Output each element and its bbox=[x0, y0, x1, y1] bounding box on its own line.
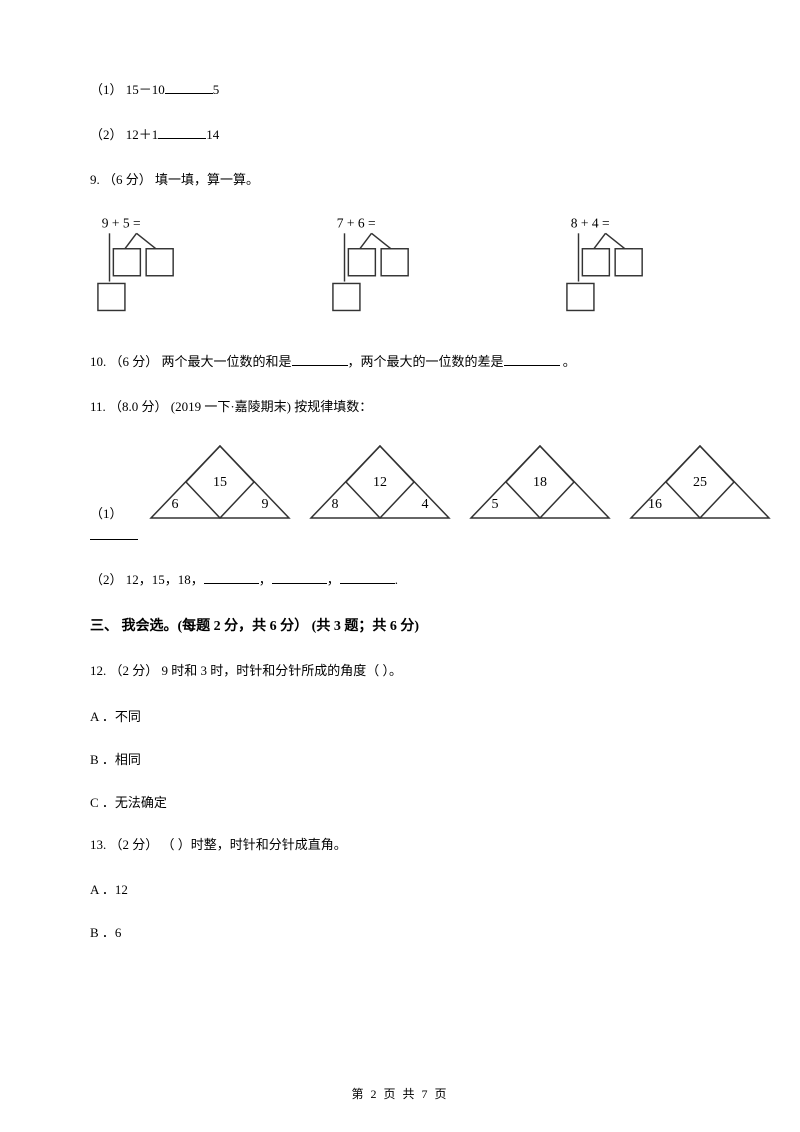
blank bbox=[292, 352, 348, 366]
sep: ， bbox=[327, 572, 340, 587]
triangle-diagram-2: 8 12 4 bbox=[309, 442, 451, 522]
sep: ， bbox=[259, 572, 272, 587]
tri-left: 5 bbox=[491, 497, 498, 512]
q10-text: 10. （6 分） 两个最大一位数的和是 ，两个最大的一位数的差是 。 bbox=[90, 352, 710, 373]
triangle-row: （1） 6 15 9 8 12 4 5 18 16 25 bbox=[90, 442, 710, 522]
q13-option-a: A ．12 bbox=[90, 879, 710, 898]
blank bbox=[90, 526, 138, 540]
q10-pre: 10. （6 分） 两个最大一位数的和是 bbox=[90, 354, 292, 369]
q11-sub1-label: （1） bbox=[90, 503, 123, 522]
tri-center: 18 bbox=[533, 475, 547, 490]
q-sub-2-label: （2） 12＋1 bbox=[90, 127, 158, 142]
triangle-diagram-3: 5 18 bbox=[469, 442, 611, 522]
decomp-expr: 7 + 6 = bbox=[336, 216, 375, 231]
tri-center: 12 bbox=[373, 475, 387, 490]
blank bbox=[272, 570, 327, 584]
tri-center: 25 bbox=[693, 475, 707, 490]
decomp-expr: 9 + 5 = bbox=[102, 216, 141, 231]
triangle-diagram-4: 16 25 bbox=[629, 442, 771, 522]
decomp-row: 9 + 5 = 7 + 6 = 8 + 4 = bbox=[96, 214, 710, 324]
q-sub-2-rhs: 14 bbox=[206, 127, 219, 142]
q11-sub2: （2） 12，15，18， ， ，. bbox=[90, 570, 710, 591]
q-sub-2: （2） 12＋1 14 bbox=[90, 125, 710, 146]
q-sub-1-label: （1） 15－10 bbox=[90, 82, 165, 97]
tri-left: 8 bbox=[331, 497, 338, 512]
q10-mid: ，两个最大的一位数的差是 bbox=[348, 354, 504, 369]
q12-text: 12. （2 分） 9 时和 3 时，时针和分针所成的角度（ ）。 bbox=[90, 661, 710, 682]
q12-option-a: A ．不同 bbox=[90, 706, 710, 725]
tri-right: 9 bbox=[261, 497, 268, 512]
blank bbox=[504, 352, 560, 366]
decomp-diagram-2: 7 + 6 = bbox=[331, 214, 476, 324]
q12-option-b: B ．相同 bbox=[90, 749, 710, 768]
section-3-title: 三、 我会选。(每题 2 分，共 6 分） (共 3 题；共 6 分) bbox=[90, 615, 710, 635]
q13-text: 13. （2 分） （ ）时整，时针和分针成直角。 bbox=[90, 835, 710, 856]
q11-text: 11. （8.0 分） (2019 一下·嘉陵期末) 按规律填数： bbox=[90, 397, 710, 418]
decomp-diagram-1: 9 + 5 = bbox=[96, 214, 241, 324]
end: . bbox=[395, 572, 398, 587]
q-sub-1: （1） 15－10 5 bbox=[90, 80, 710, 101]
decomp-diagram-3: 8 + 4 = bbox=[565, 214, 710, 324]
q10-suf: 。 bbox=[560, 354, 576, 369]
triangle-diagram-1: 6 15 9 bbox=[149, 442, 291, 522]
q9-text: 9. （6 分） 填一填，算一算。 bbox=[90, 170, 710, 191]
tri-left: 6 bbox=[171, 497, 178, 512]
decomp-expr: 8 + 4 = bbox=[571, 216, 610, 231]
q12-option-c: C ．无法确定 bbox=[90, 792, 710, 811]
tri-right: 4 bbox=[421, 497, 428, 512]
q11-sub2-pre: （2） 12，15，18， bbox=[90, 572, 204, 587]
page-footer: 第 2 页 共 7 页 bbox=[0, 1085, 800, 1102]
tri-center: 15 bbox=[213, 475, 227, 490]
q-sub-1-rhs: 5 bbox=[213, 82, 220, 97]
blank bbox=[340, 570, 395, 584]
blank bbox=[165, 80, 213, 94]
tri-left: 16 bbox=[648, 497, 662, 512]
q13-option-b: B ．6 bbox=[90, 922, 710, 941]
blank bbox=[158, 125, 206, 139]
blank bbox=[204, 570, 259, 584]
